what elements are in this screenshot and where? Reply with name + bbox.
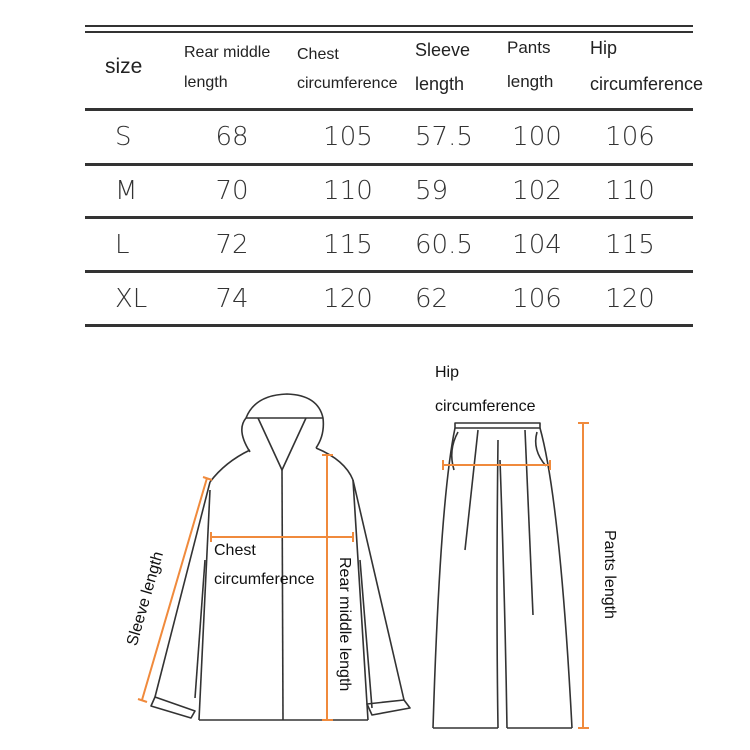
header-sleeve: Sleeve bbox=[415, 40, 471, 60]
rear-middle-label: Rear middle length bbox=[336, 557, 353, 692]
sleeve-length-line bbox=[137, 476, 213, 703]
hip-label-2: circumference bbox=[435, 398, 536, 415]
header-size: size bbox=[105, 55, 143, 78]
row-divider bbox=[85, 324, 693, 327]
left-shoulder bbox=[209, 449, 251, 483]
table-cell: 106 bbox=[512, 284, 562, 314]
table-cell: 72 bbox=[215, 230, 249, 260]
pocket-right bbox=[534, 431, 547, 467]
size-cell: S bbox=[115, 122, 132, 152]
right-cuff bbox=[366, 699, 411, 716]
row-divider bbox=[85, 108, 693, 111]
header-hip: Hip bbox=[590, 38, 618, 58]
waistband bbox=[454, 422, 541, 429]
header-rear-middle: Rear middle bbox=[184, 44, 271, 61]
left-cuff bbox=[150, 696, 196, 719]
table-cell: 70 bbox=[215, 176, 249, 206]
collar bbox=[257, 417, 307, 471]
right-sleeve-inner bbox=[359, 559, 373, 709]
table-cell: 74 bbox=[215, 284, 249, 314]
table-cell: 106 bbox=[605, 122, 655, 152]
table-cell: 110 bbox=[323, 176, 373, 206]
row-divider bbox=[85, 270, 693, 273]
size-cell: L bbox=[115, 230, 130, 260]
size-cell: XL bbox=[115, 284, 148, 314]
chest-label-2: circumference bbox=[214, 571, 315, 588]
table-cell: 115 bbox=[323, 230, 373, 260]
header-pants: Pants bbox=[507, 38, 551, 57]
left-sleeve-inner bbox=[194, 559, 206, 699]
header-sleeve-2: length bbox=[415, 74, 465, 94]
header-rear-middle-2: length bbox=[184, 74, 228, 91]
rear-middle-line bbox=[322, 454, 333, 721]
header-chest-2: circumference bbox=[297, 75, 398, 92]
pants-left-outer bbox=[432, 427, 456, 729]
table-cell: 68 bbox=[215, 122, 249, 152]
pleat-left bbox=[464, 429, 479, 551]
chest-line bbox=[210, 532, 354, 542]
pants-inseam-left bbox=[496, 439, 499, 729]
table-cell: 120 bbox=[605, 284, 655, 314]
pants-outline bbox=[432, 422, 573, 729]
hip-label: Hip bbox=[435, 364, 460, 381]
pants-right-outer bbox=[539, 427, 573, 729]
table-cell: 115 bbox=[605, 230, 655, 260]
pocket-left bbox=[450, 431, 459, 471]
body-right bbox=[352, 479, 369, 721]
header-pants-2: length bbox=[507, 72, 554, 91]
pants-length-label: Pants length bbox=[601, 530, 618, 619]
measure-lines bbox=[137, 422, 589, 729]
zipper bbox=[281, 469, 284, 721]
table-cell: 105 bbox=[323, 122, 373, 152]
table-cell: 60.5 bbox=[415, 230, 473, 260]
size-cell: M bbox=[115, 176, 138, 206]
table-top-border-inner bbox=[85, 31, 693, 33]
table-cell: 110 bbox=[605, 176, 655, 206]
header-chest: Chest bbox=[297, 46, 339, 63]
table-cell: 102 bbox=[512, 176, 562, 206]
hood bbox=[241, 393, 325, 453]
table-top-border bbox=[85, 25, 693, 27]
pants-length-line bbox=[578, 422, 589, 729]
table-cell: 57.5 bbox=[415, 122, 473, 152]
table-cell: 62 bbox=[415, 284, 449, 314]
table-cell: 104 bbox=[512, 230, 562, 260]
left-sleeve-outer bbox=[154, 481, 211, 698]
row-divider bbox=[85, 163, 693, 166]
hip-line bbox=[442, 460, 551, 470]
pants-inseam-right bbox=[499, 459, 508, 729]
table-cell: 100 bbox=[512, 122, 562, 152]
row-divider bbox=[85, 216, 693, 219]
body-left bbox=[198, 489, 211, 721]
right-sleeve-outer bbox=[352, 479, 405, 701]
right-shoulder bbox=[315, 447, 354, 481]
chest-label: Chest bbox=[214, 542, 256, 559]
table-cell: 59 bbox=[415, 176, 449, 206]
table-cell: 120 bbox=[323, 284, 373, 314]
jacket-outline bbox=[150, 393, 411, 721]
pleat-right bbox=[524, 429, 534, 616]
header-hip-2: circumference bbox=[590, 74, 704, 94]
